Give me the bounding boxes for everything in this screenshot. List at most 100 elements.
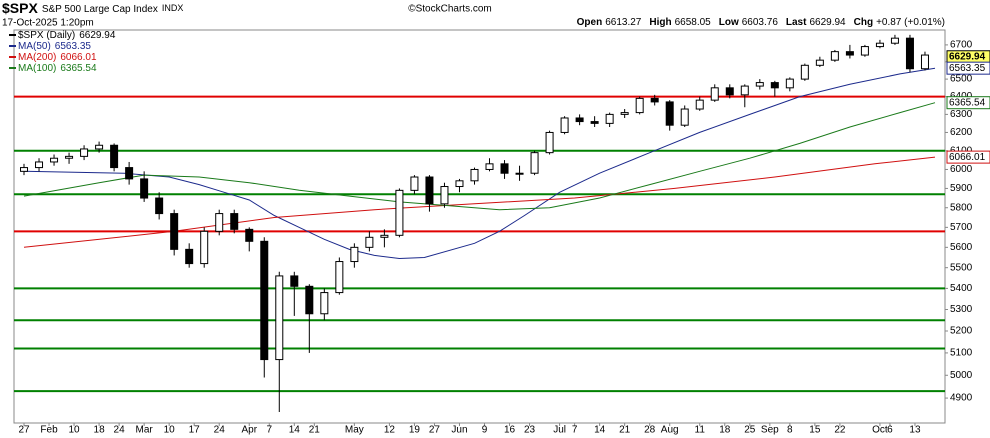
legend-entry: $SPX (Daily) 6629.94 <box>18 30 116 41</box>
candle-body <box>785 78 794 89</box>
legend-name: MA(200) <box>18 52 56 63</box>
candle-body <box>245 228 254 242</box>
legend-value: 6066.01 <box>60 52 97 63</box>
x-tick-label: 25 <box>744 425 756 436</box>
candle-body <box>155 197 164 215</box>
candle-body <box>425 176 434 205</box>
candle-body <box>365 236 374 248</box>
candle-body <box>590 121 599 124</box>
chart-title: $SPX S&P 500 Large Cap Index INDX <box>2 0 183 16</box>
candle-body <box>65 155 74 159</box>
candle-body <box>665 101 674 126</box>
date: 17-Oct-2025 1:20pm <box>2 18 94 29</box>
y-tick-label: 4900 <box>950 393 973 404</box>
legend-name: MA(100) <box>18 63 56 74</box>
x-tick-label: 10 <box>69 425 81 436</box>
x-tick-label: 11 <box>695 425 706 436</box>
quote-value: +0.87 (+0.01%) <box>876 17 945 28</box>
candle-body <box>290 275 299 287</box>
y-tick-label: 6200 <box>950 127 973 138</box>
candle-body <box>755 82 764 87</box>
x-tick-label: 10 <box>164 425 176 436</box>
candle-body <box>440 186 449 205</box>
x-tick-label: Mar <box>136 425 154 436</box>
quote-label: Open <box>577 17 603 28</box>
price-tag-label: 6563.35 <box>949 63 986 74</box>
y-tick-label: 5900 <box>950 183 973 194</box>
legend-entry: MA(200) 6066.01 <box>18 52 97 63</box>
y-tick-label: 6000 <box>950 164 973 175</box>
candle-body <box>170 213 179 250</box>
candle-body <box>110 144 119 169</box>
x-tick-label: 18 <box>719 425 731 436</box>
x-tick-label: Sep <box>761 425 779 436</box>
x-tick-label: 27 <box>18 425 30 436</box>
candle-body <box>695 99 704 110</box>
candle-body <box>710 87 719 101</box>
candle-body <box>875 42 884 48</box>
candle-body <box>320 292 329 315</box>
price-tag <box>946 150 990 164</box>
candle-body <box>800 64 809 80</box>
x-tick-label: 22 <box>834 425 846 436</box>
x-tick-label: 27 <box>429 425 441 436</box>
y-tick-label: 6500 <box>950 74 973 85</box>
y-tick-label: 5400 <box>950 283 973 294</box>
candle-body <box>395 189 404 236</box>
y-tick-label: 5100 <box>950 348 973 359</box>
quote: Open 6613.27 High 6658.05 Low 6603.76 Last 6629… <box>577 17 945 28</box>
quote-value: 6629.94 <box>809 17 846 28</box>
candle-body <box>20 167 29 172</box>
candle-body <box>185 248 194 265</box>
y-tick-label: 5300 <box>950 304 973 315</box>
y-tick-label: 5200 <box>950 326 973 337</box>
candle-body <box>80 148 89 157</box>
candle-body <box>230 213 239 230</box>
x-tick-label: Apr <box>241 425 257 436</box>
candle-body <box>335 261 344 294</box>
candle-body <box>905 37 914 70</box>
x-tick-label: 12 <box>384 425 396 436</box>
price-tag <box>946 96 990 110</box>
x-tick-label: 16 <box>504 425 516 436</box>
x-tick-label: Jul <box>553 425 566 436</box>
candle-body <box>380 234 389 238</box>
x-tick-label: Aug <box>661 425 679 436</box>
moving-average <box>23 102 936 211</box>
price-tag-label: 6066.01 <box>949 152 986 163</box>
candle-body <box>740 85 749 96</box>
quote-label: Chg <box>854 17 873 28</box>
x-tick-label: 6 <box>887 425 893 436</box>
legend-entry: MA(50) 6563.35 <box>18 41 91 52</box>
candle-body <box>605 113 614 124</box>
symbol: $SPX <box>2 0 38 16</box>
exchange: INDX <box>162 3 184 13</box>
y-tick-label: 5700 <box>950 222 973 233</box>
x-tick-label: 7 <box>266 425 272 436</box>
x-tick-label: 18 <box>94 425 106 436</box>
candle-body <box>500 163 509 174</box>
legend-name: MA(50) <box>18 41 51 52</box>
x-tick-label: 21 <box>619 425 631 436</box>
candle-body <box>200 230 209 265</box>
candle-body <box>635 97 644 114</box>
x-tick-label: 23 <box>524 425 536 436</box>
candle-body <box>860 46 869 56</box>
plot <box>14 34 945 412</box>
x-tick-label: 13 <box>909 425 921 436</box>
x-tick-label: Feb <box>40 425 58 436</box>
x-tick-label: 9 <box>482 425 488 436</box>
quote-value: 6613.27 <box>605 17 642 28</box>
candle-body <box>530 152 539 174</box>
legend-entry: MA(100) 6365.54 <box>18 63 97 74</box>
candle-body <box>50 157 59 163</box>
candle-body <box>560 117 569 133</box>
x-tick-label: 21 <box>309 425 321 436</box>
x-tick-label: Oct <box>872 425 888 436</box>
candle-body <box>140 178 149 199</box>
candle-body <box>845 51 854 56</box>
legend-value: 6629.94 <box>79 30 116 41</box>
quote-label: Low <box>719 17 739 28</box>
